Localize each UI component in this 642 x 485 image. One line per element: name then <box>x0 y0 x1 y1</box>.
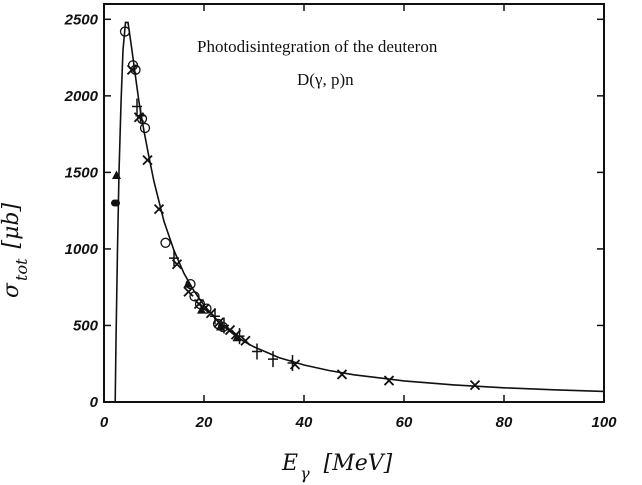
data-point-circle <box>139 122 151 134</box>
chart-annotation-reaction: D(γ, p)n <box>297 70 354 89</box>
data-point-plus <box>287 354 298 371</box>
data-point-triangle <box>232 332 242 342</box>
y-tick-label: 1000 <box>65 241 99 258</box>
y-axis-title: σtot [μb] <box>0 203 31 298</box>
x-tick-label: 0 <box>100 414 109 431</box>
x-tick-label: 60 <box>396 414 413 431</box>
plot-frame <box>103 3 605 403</box>
data-point-cross <box>383 375 395 386</box>
x-axis-unit: [MeV] <box>324 451 393 476</box>
data-point-circle <box>160 237 171 248</box>
data-point-plus <box>210 308 220 325</box>
data-point-plus <box>132 98 142 115</box>
y-tick-label: 2000 <box>64 88 99 105</box>
data-point-cross <box>183 286 194 297</box>
y-tick-label: 0 <box>90 394 99 411</box>
x-tick-label: 80 <box>496 414 513 431</box>
y-axis-subscript: tot <box>12 258 31 281</box>
y-tick-label: 2500 <box>64 11 99 28</box>
data-point-circle <box>119 26 131 37</box>
data-point-filled-circle <box>113 199 120 207</box>
data-point-triangle <box>112 170 121 179</box>
data-point-triangle <box>216 321 225 331</box>
data-point-cross <box>336 369 348 380</box>
x-tick-label: 20 <box>195 414 213 431</box>
data-point-triangle <box>197 305 206 314</box>
data-point-triangle <box>183 279 193 288</box>
x-axis-symbol: E <box>281 451 298 476</box>
data-markers <box>111 26 481 391</box>
data-point-cross <box>240 335 251 346</box>
x-tick-label: 100 <box>591 414 617 431</box>
y-axis-symbol: σ <box>0 282 24 298</box>
y-axis-ticks: 0 500 1000 1500 2000 2500 <box>64 11 604 411</box>
x-axis-subscript: γ <box>300 464 310 483</box>
chart-annotation-title: Photodisintegration of the deuteron <box>197 37 438 56</box>
data-point-plus <box>252 343 262 360</box>
data-point-cross <box>153 203 165 215</box>
data-point-cross <box>133 112 145 123</box>
data-point-cross <box>224 324 236 336</box>
y-tick-label: 1500 <box>65 164 99 181</box>
data-point-cross <box>126 64 138 75</box>
x-tick-label: 40 <box>295 414 313 431</box>
data-point-cross <box>469 380 481 391</box>
x-axis-ticks: 0 20 40 60 80 100 <box>100 4 617 431</box>
data-point-plus <box>268 351 278 368</box>
fit-curve <box>114 21 605 403</box>
y-tick-label: 500 <box>73 317 99 334</box>
y-axis-unit: [μb] <box>0 203 24 249</box>
data-point-circle <box>189 291 200 302</box>
data-point-plus <box>135 107 146 124</box>
data-point-cross <box>142 155 153 166</box>
data-point-plus <box>169 250 179 267</box>
